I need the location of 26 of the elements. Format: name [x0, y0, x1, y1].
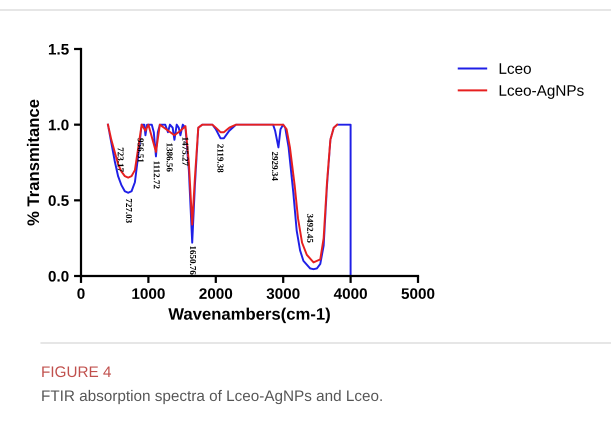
- legend-label: Lceo-AgNPs: [500, 85, 584, 99]
- x-axis-title: Wavenambers(cm-1): [168, 308, 330, 324]
- x-tick-label: 0: [77, 288, 85, 300]
- x-tick-label: 5000: [401, 288, 434, 300]
- legend-label: Lceo: [500, 63, 531, 74]
- y-tick-label: 1.5: [48, 44, 69, 55]
- annotation: 1475.27: [182, 137, 188, 166]
- annotation: 1650.76: [190, 246, 196, 275]
- caption: FIGURE 4: [42, 366, 112, 378]
- y-tick-label: 0.5: [48, 195, 69, 206]
- y-tick-label: 1.0: [48, 120, 69, 130]
- annotation: 727.03: [126, 198, 132, 223]
- x-tick-label: 3000: [266, 288, 300, 300]
- annotation: 956.51: [138, 138, 144, 162]
- annotation: 723.17: [118, 148, 124, 172]
- annotation: 1112.72: [154, 161, 160, 189]
- annotation: 1386.56: [166, 143, 173, 172]
- text: FTIR absorption spectra of Lceo-AgNPs and Lceo.: [42, 390, 382, 404]
- x-tick-label: 1000: [132, 288, 165, 300]
- y-tick-label: 0.0: [48, 270, 69, 282]
- x-tick-label: 2000: [199, 288, 232, 300]
- y-axis-title: % Transmitance: [26, 100, 40, 226]
- annotation: 2929.34: [272, 152, 278, 181]
- annotation: 3492.45: [307, 214, 314, 243]
- x-tick-label: 4000: [334, 288, 367, 300]
- annotation: 2119.38: [217, 144, 224, 172]
